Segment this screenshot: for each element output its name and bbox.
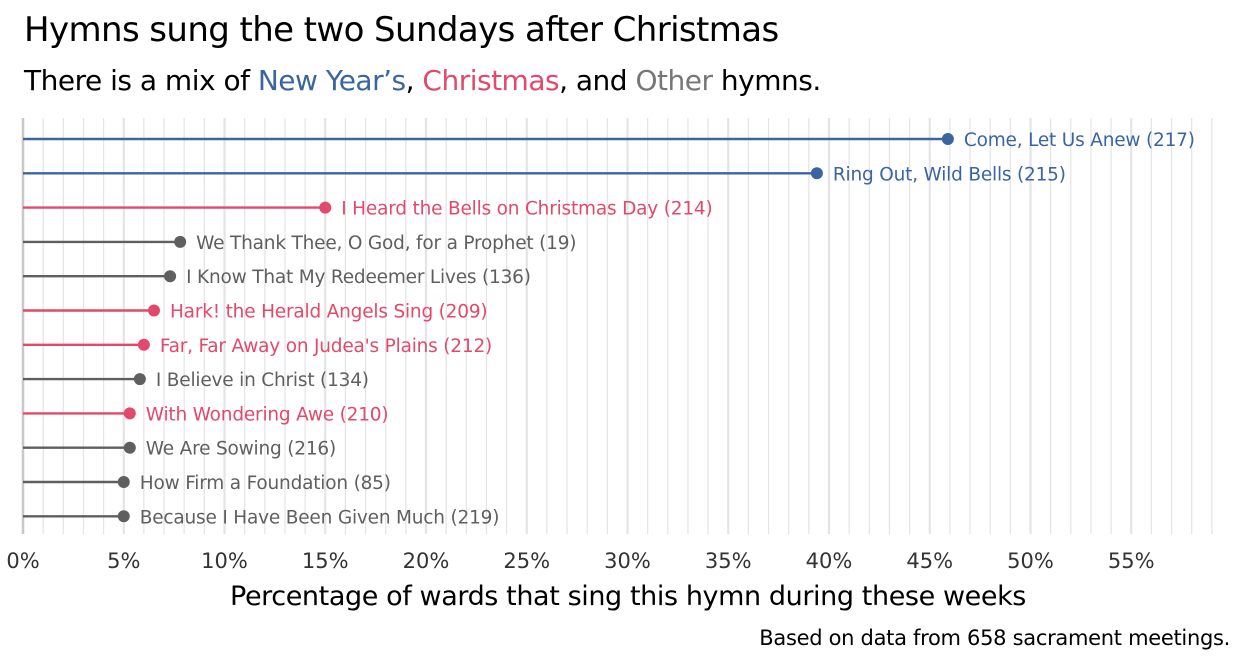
x-tick-label: 0% [6,549,39,573]
lollipop-point [174,235,187,248]
point-label: I Know That My Redeemer Lives (136) [186,267,531,288]
x-tick-label: 35% [705,549,752,573]
chart-title: Hymns sung the two Sundays after Christm… [24,10,779,50]
lollipop-row: I Believe in Christ (134) [23,370,369,391]
point-label: We Thank Thee, O God, for a Prophet (19) [196,233,576,254]
subtitle-new-year: New Year’s [257,64,406,97]
lollipop-row: How Firm a Foundation (85) [23,473,391,494]
point-label: Come, Let Us Anew (217) [964,130,1195,151]
subtitle-other: Other [635,64,713,97]
point-label: Hark! the Herald Angels Sing (209) [170,302,487,323]
lollipop-point [123,407,136,420]
subtitle-sep1: , [405,64,423,97]
subtitle-prefix: There is a mix of [24,64,258,97]
x-tick-label: 15% [302,549,349,573]
lollipop-point [941,133,954,145]
grid [21,118,1213,534]
lollipop-row: I Heard the Bells on Christmas Day (214) [23,199,713,220]
lollipop-point [133,373,146,386]
subtitle-suffix: hymns. [712,64,821,97]
x-tick-label: 30% [604,549,651,573]
x-tick-label: 10% [201,549,248,573]
caption: Based on data from 658 sacrament meeting… [759,626,1230,650]
lollipop-row: Far, Far Away on Judea's Plains (212) [23,336,492,357]
lollipop-point [164,270,177,283]
x-axis-label: Percentage of wards that sing this hymn … [230,581,1026,612]
lollipop-point [137,338,150,351]
point-label: Far, Far Away on Judea's Plains (212) [160,336,492,357]
chart-marks: Come, Let Us Anew (217) Ring Out, Wild Be… [23,130,1195,528]
point-label: Ring Out, Wild Bells (215) [833,164,1066,185]
chart-subtitle: There is a mix of New Year’s, Christmas,… [24,64,821,97]
x-tick-label: 55% [1108,549,1155,573]
lollipop-point [117,476,130,488]
point-label: I Believe in Christ (134) [156,370,369,391]
x-tick-label: 5% [107,549,140,573]
lollipop-point [319,201,332,214]
x-tick-labels: 0% 5% 10% 15% 20% 25% 30% 35% 40% 45% 50% 55% [6,549,1154,573]
lollipop-row: Come, Let Us Anew (217) [23,130,1195,151]
x-tick-label: 20% [403,549,450,573]
lollipop-point [123,441,136,454]
lollipop-row: Hark! the Herald Angels Sing (209) [23,302,488,323]
lollipop-row: We Thank Thee, O God, for a Prophet (19) [23,233,577,254]
point-label: We Are Sowing (216) [146,439,336,460]
point-label: How Firm a Foundation (85) [140,473,391,494]
lollipop-point [117,510,130,523]
lollipop-row: We Are Sowing (216) [23,439,336,460]
subtitle-sep2: , and [559,64,636,97]
lollipop-row: Because I Have Been Given Much (219) [23,507,499,528]
x-tick-label: 40% [806,549,853,573]
lollipop-row: I Know That My Redeemer Lives (136) [23,267,531,288]
x-tick-label: 45% [906,549,953,573]
point-label: Because I Have Been Given Much (219) [140,507,500,528]
x-tick-label: 25% [503,549,550,573]
lollipop-row: Ring Out, Wild Bells (215) [23,164,1066,185]
subtitle-christmas: Christmas [422,64,560,97]
lollipop-point [147,304,160,317]
lollipop-row: With Wondering Awe (210) [23,404,389,425]
point-label: With Wondering Awe (210) [146,404,389,425]
lollipop-point [810,167,823,180]
point-label: I Heard the Bells on Christmas Day (214) [341,199,712,220]
x-tick-label: 50% [1007,549,1054,573]
